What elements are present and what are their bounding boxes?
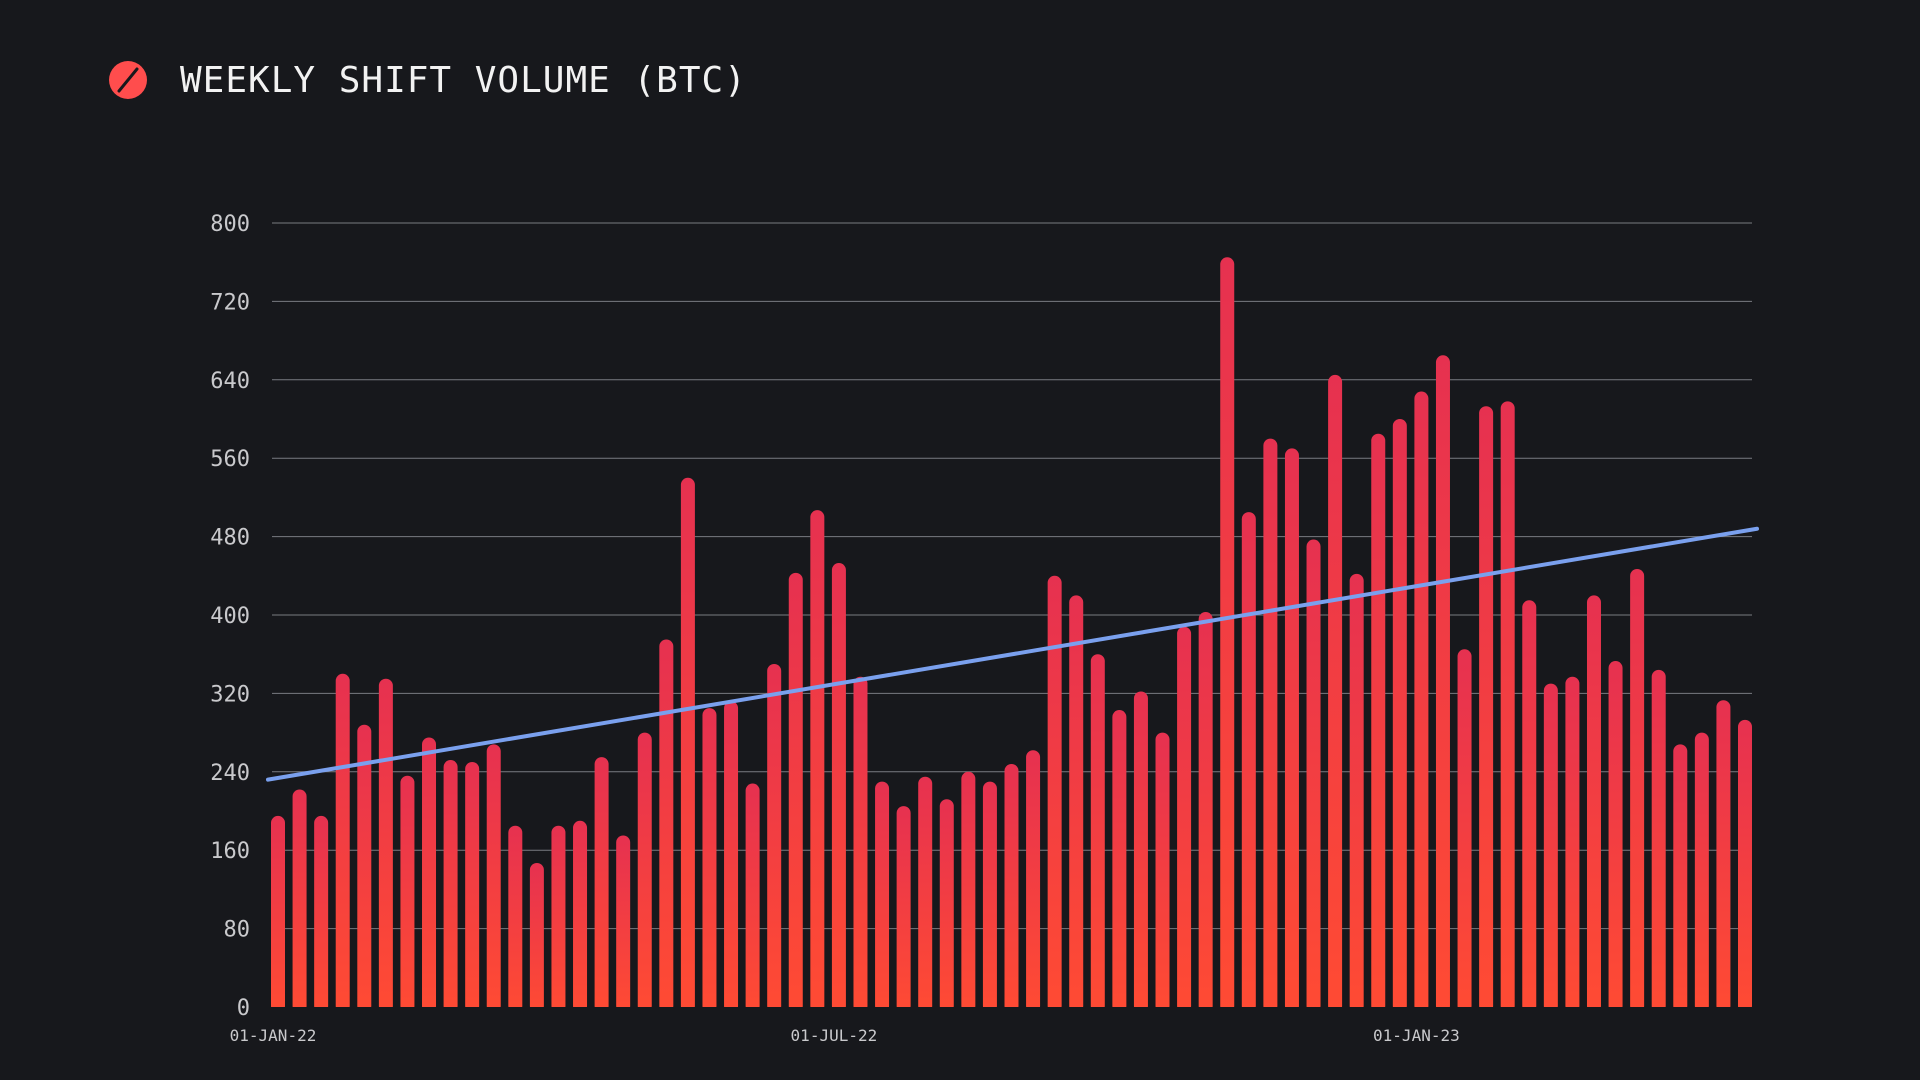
y-tick-label: 640 bbox=[210, 369, 250, 394]
bar bbox=[1651, 669, 1666, 1013]
trend-line bbox=[266, 526, 1759, 782]
bar bbox=[529, 862, 544, 1013]
bar bbox=[1608, 661, 1623, 1013]
bar bbox=[875, 781, 890, 1013]
bar bbox=[1630, 568, 1645, 1013]
bar bbox=[314, 815, 329, 1013]
y-tick-label: 320 bbox=[210, 682, 250, 707]
bar bbox=[853, 676, 868, 1013]
baseline-mask bbox=[267, 1007, 1757, 1019]
bar bbox=[1565, 676, 1580, 1013]
bar bbox=[616, 835, 631, 1013]
y-axis: 0 80 160 240 320 400 480 560 640 720 800 bbox=[210, 212, 250, 1021]
bar bbox=[400, 775, 415, 1013]
bar bbox=[443, 760, 458, 1013]
bars bbox=[267, 257, 1757, 1019]
bar bbox=[637, 732, 652, 1013]
bar bbox=[1220, 257, 1235, 1013]
chart-header: WEEKLY SHIFT VOLUME (BTC) bbox=[108, 55, 747, 105]
bar bbox=[1586, 595, 1601, 1013]
bar bbox=[810, 510, 825, 1013]
bar bbox=[594, 757, 609, 1013]
bar bbox=[918, 776, 933, 1013]
y-tick-label: 480 bbox=[210, 526, 250, 551]
bar bbox=[1435, 355, 1450, 1013]
bar bbox=[1522, 600, 1537, 1013]
bar bbox=[1177, 626, 1192, 1013]
bar bbox=[292, 789, 307, 1013]
bar bbox=[422, 737, 437, 1013]
bar bbox=[1716, 700, 1731, 1013]
bar bbox=[1479, 406, 1494, 1013]
chart-title: WEEKLY SHIFT VOLUME (BTC) bbox=[180, 59, 747, 101]
bar bbox=[465, 762, 480, 1013]
bar bbox=[680, 477, 695, 1013]
bar bbox=[1263, 438, 1278, 1014]
bar bbox=[1241, 512, 1256, 1013]
bar bbox=[335, 673, 350, 1013]
bar bbox=[1457, 649, 1472, 1013]
y-tick-label: 240 bbox=[210, 761, 250, 786]
y-tick-label: 800 bbox=[210, 212, 250, 237]
bar bbox=[767, 664, 782, 1013]
bar bbox=[1349, 573, 1364, 1013]
bar bbox=[1069, 595, 1084, 1013]
bar bbox=[1500, 401, 1515, 1013]
trend-line-group bbox=[266, 526, 1759, 782]
bar bbox=[1414, 391, 1429, 1013]
slashed-circle-logo-icon bbox=[109, 61, 147, 99]
bar bbox=[896, 806, 911, 1013]
bar bbox=[1026, 750, 1041, 1013]
bar bbox=[1328, 374, 1343, 1013]
bar bbox=[1047, 575, 1062, 1013]
y-tick-label: 720 bbox=[210, 290, 250, 315]
bar bbox=[1090, 654, 1105, 1013]
y-tick-label: 560 bbox=[210, 447, 250, 472]
bar bbox=[1155, 732, 1170, 1013]
bar bbox=[551, 825, 566, 1013]
y-tick-label: 80 bbox=[224, 918, 251, 943]
bar bbox=[1673, 744, 1688, 1013]
y-tick-label: 400 bbox=[210, 604, 250, 629]
bar bbox=[1112, 710, 1127, 1013]
bar bbox=[982, 781, 997, 1013]
bar bbox=[271, 815, 285, 1013]
bar bbox=[1371, 433, 1386, 1013]
bar bbox=[486, 744, 501, 1013]
bar bbox=[1392, 419, 1407, 1013]
bar bbox=[1306, 539, 1321, 1013]
y-tick-label: 0 bbox=[237, 996, 250, 1021]
bar bbox=[1133, 691, 1148, 1013]
bar bbox=[745, 783, 760, 1013]
bar bbox=[357, 724, 372, 1013]
bar bbox=[939, 799, 954, 1013]
x-axis: 01-JAN-22 01-JUL-22 01-JAN-23 bbox=[230, 1026, 1460, 1045]
x-tick-label: 01-JAN-23 bbox=[1373, 1026, 1460, 1045]
bar bbox=[1694, 732, 1709, 1013]
y-tick-label: 160 bbox=[210, 839, 250, 864]
bar bbox=[1284, 448, 1299, 1013]
bar bbox=[724, 701, 739, 1013]
bar bbox=[831, 563, 846, 1013]
bar bbox=[961, 771, 976, 1013]
bar bbox=[378, 678, 393, 1013]
bar bbox=[508, 825, 523, 1013]
bar bbox=[702, 708, 717, 1013]
bar bbox=[788, 572, 803, 1013]
bar bbox=[1543, 683, 1558, 1013]
x-tick-label: 01-JUL-22 bbox=[791, 1026, 878, 1045]
bar bbox=[1198, 612, 1213, 1013]
x-tick-label: 01-JAN-22 bbox=[230, 1026, 317, 1045]
bar bbox=[1738, 719, 1752, 1013]
bar bbox=[573, 820, 588, 1013]
bar bbox=[1004, 763, 1019, 1013]
bar bbox=[659, 639, 674, 1013]
